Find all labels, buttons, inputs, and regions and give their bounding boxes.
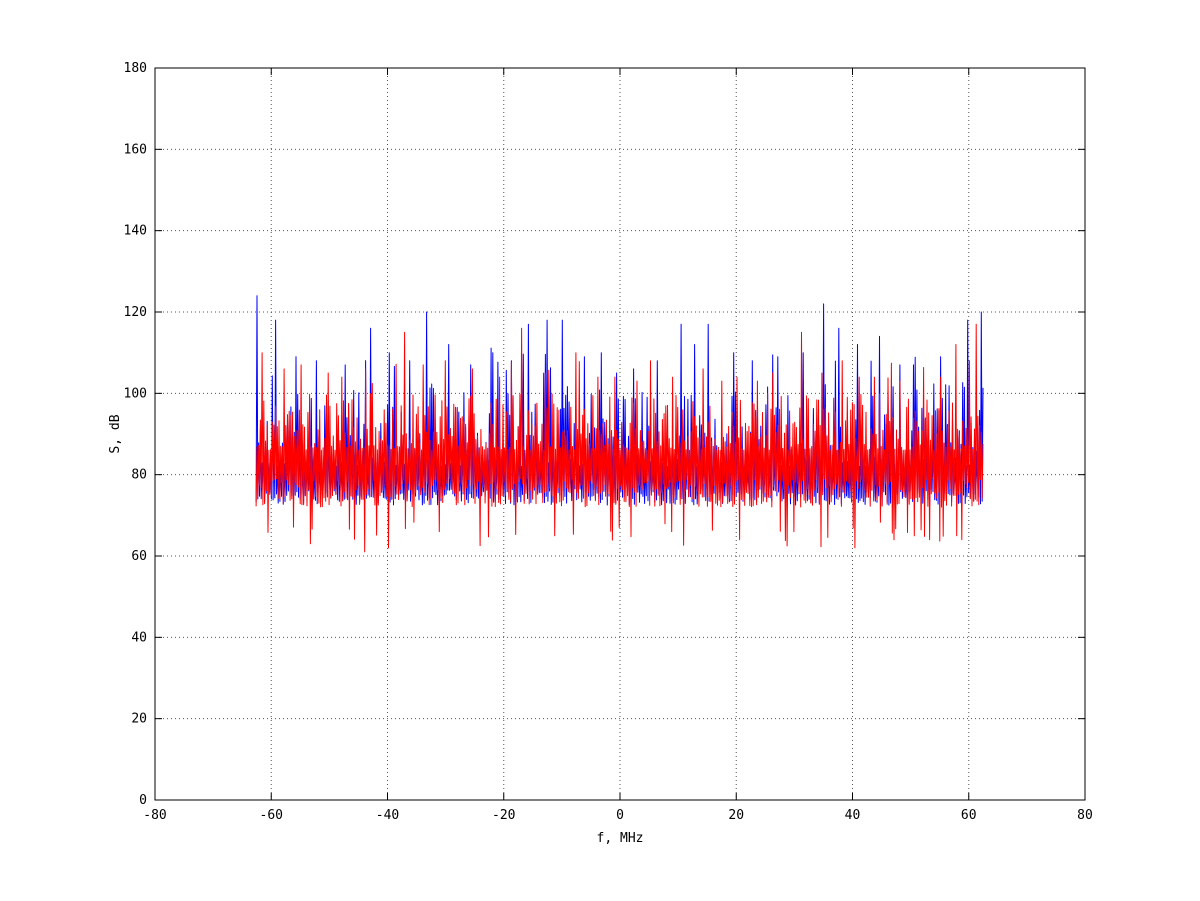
x-axis-label: f, MHz	[597, 831, 644, 846]
y-tick-label: 20	[131, 712, 147, 727]
x-tick-label: -40	[376, 808, 399, 823]
x-tick-label: -20	[492, 808, 515, 823]
y-tick-label: 180	[124, 61, 147, 76]
series-layer	[255, 295, 984, 553]
x-tick-label: 20	[728, 808, 744, 823]
x-tick-label: -80	[143, 808, 166, 823]
y-tick-label: 40	[131, 630, 147, 645]
y-tick-label: 80	[131, 468, 147, 483]
y-tick-label: 140	[124, 224, 147, 239]
y-axis-label: S, dB	[108, 414, 123, 453]
x-tick-label: 80	[1077, 808, 1093, 823]
axes: -80 -60 -40 -20 0 20 40 60 80 0 20 40 60 80 100 120 140 1…	[124, 61, 1093, 823]
axis-labels: f, MHz S, dB	[108, 414, 643, 846]
y-tick-label: 160	[124, 142, 147, 157]
x-tick-label: 60	[961, 808, 977, 823]
y-tick-label: 120	[124, 305, 147, 320]
y-tick-label: 100	[124, 386, 147, 401]
y-tick-label: 60	[131, 549, 147, 564]
y-tick-label: 0	[139, 793, 147, 808]
series-spectrum-2-line	[255, 323, 984, 553]
x-tick-label: 40	[845, 808, 861, 823]
x-tick-label: -60	[260, 808, 283, 823]
x-tick-label: 0	[616, 808, 624, 823]
